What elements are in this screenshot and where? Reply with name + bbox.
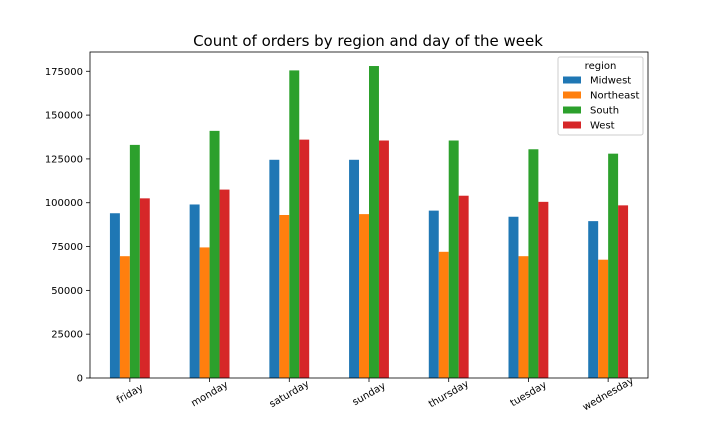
bars-layer — [109, 66, 629, 379]
x-tick-label: saturday — [268, 379, 312, 411]
bar-south-monday — [209, 130, 220, 378]
legend-swatch-midwest — [563, 76, 581, 84]
bar-northeast-tuesday — [518, 256, 529, 378]
bar-west-saturday — [299, 139, 310, 378]
x-tick-label: tuesday — [509, 380, 549, 410]
y-tick-label: 50000 — [51, 286, 83, 297]
bar-midwest-tuesday — [508, 216, 519, 378]
y-tick-label: 75000 — [51, 242, 83, 253]
chart-title: Count of orders by region and day of the… — [193, 32, 543, 50]
x-tick-label: friday — [115, 382, 146, 406]
bar-west-monday — [219, 189, 230, 378]
bar-west-thursday — [458, 195, 469, 378]
bar-northeast-thursday — [438, 251, 449, 378]
x-tick-label: monday — [189, 379, 230, 409]
bar-northeast-saturday — [279, 215, 290, 378]
y-tick-label: 175000 — [45, 67, 83, 78]
bar-midwest-wednesday — [588, 221, 599, 378]
bar-south-thursday — [448, 140, 459, 378]
x-axis: friday monday saturday sunday thursday tuesda… — [115, 375, 636, 413]
bar-northeast-friday — [119, 256, 130, 378]
bar-south-saturday — [289, 70, 300, 379]
legend: region Midwest Northeast South West — [557, 56, 644, 136]
bar-northeast-sunday — [359, 214, 369, 378]
legend-label-south: South — [590, 106, 619, 117]
bar-northeast-wednesday — [598, 259, 609, 378]
bar-midwest-friday — [109, 213, 120, 378]
bar-west-sunday — [378, 140, 389, 378]
x-tick-label: sunday — [351, 381, 388, 409]
legend-label-midwest: Midwest — [590, 76, 631, 87]
legend-label-west: West — [590, 121, 615, 132]
bar-west-wednesday — [618, 205, 629, 378]
bar-south-wednesday — [608, 153, 619, 378]
bar-midwest-monday — [189, 204, 200, 378]
legend-label-northeast: Northeast — [590, 91, 639, 102]
bar-midwest-sunday — [349, 159, 360, 378]
x-tick-label: thursday — [427, 379, 471, 411]
bar-northeast-monday — [199, 247, 210, 378]
y-tick-label: 150000 — [45, 111, 83, 122]
y-axis: 0 25000 50000 75000 100000 125000 150000 175000 — [45, 67, 90, 385]
bar-west-tuesday — [538, 201, 549, 378]
legend-swatch-west — [563, 121, 581, 129]
legend-items: Midwest Northeast South West — [563, 76, 639, 132]
y-tick-label: 0 — [77, 374, 83, 385]
legend-swatch-northeast — [563, 91, 581, 99]
bar-west-friday — [139, 198, 150, 378]
bar-midwest-thursday — [428, 210, 439, 378]
bar-south-tuesday — [528, 149, 539, 378]
bar-south-sunday — [369, 66, 379, 379]
bar-midwest-saturday — [269, 159, 280, 378]
bar-south-friday — [129, 144, 140, 378]
legend-swatch-south — [563, 106, 581, 114]
y-tick-label: 125000 — [45, 154, 83, 165]
legend-title: region — [585, 61, 617, 72]
y-tick-label: 25000 — [51, 330, 83, 341]
y-tick-label: 100000 — [45, 198, 83, 209]
